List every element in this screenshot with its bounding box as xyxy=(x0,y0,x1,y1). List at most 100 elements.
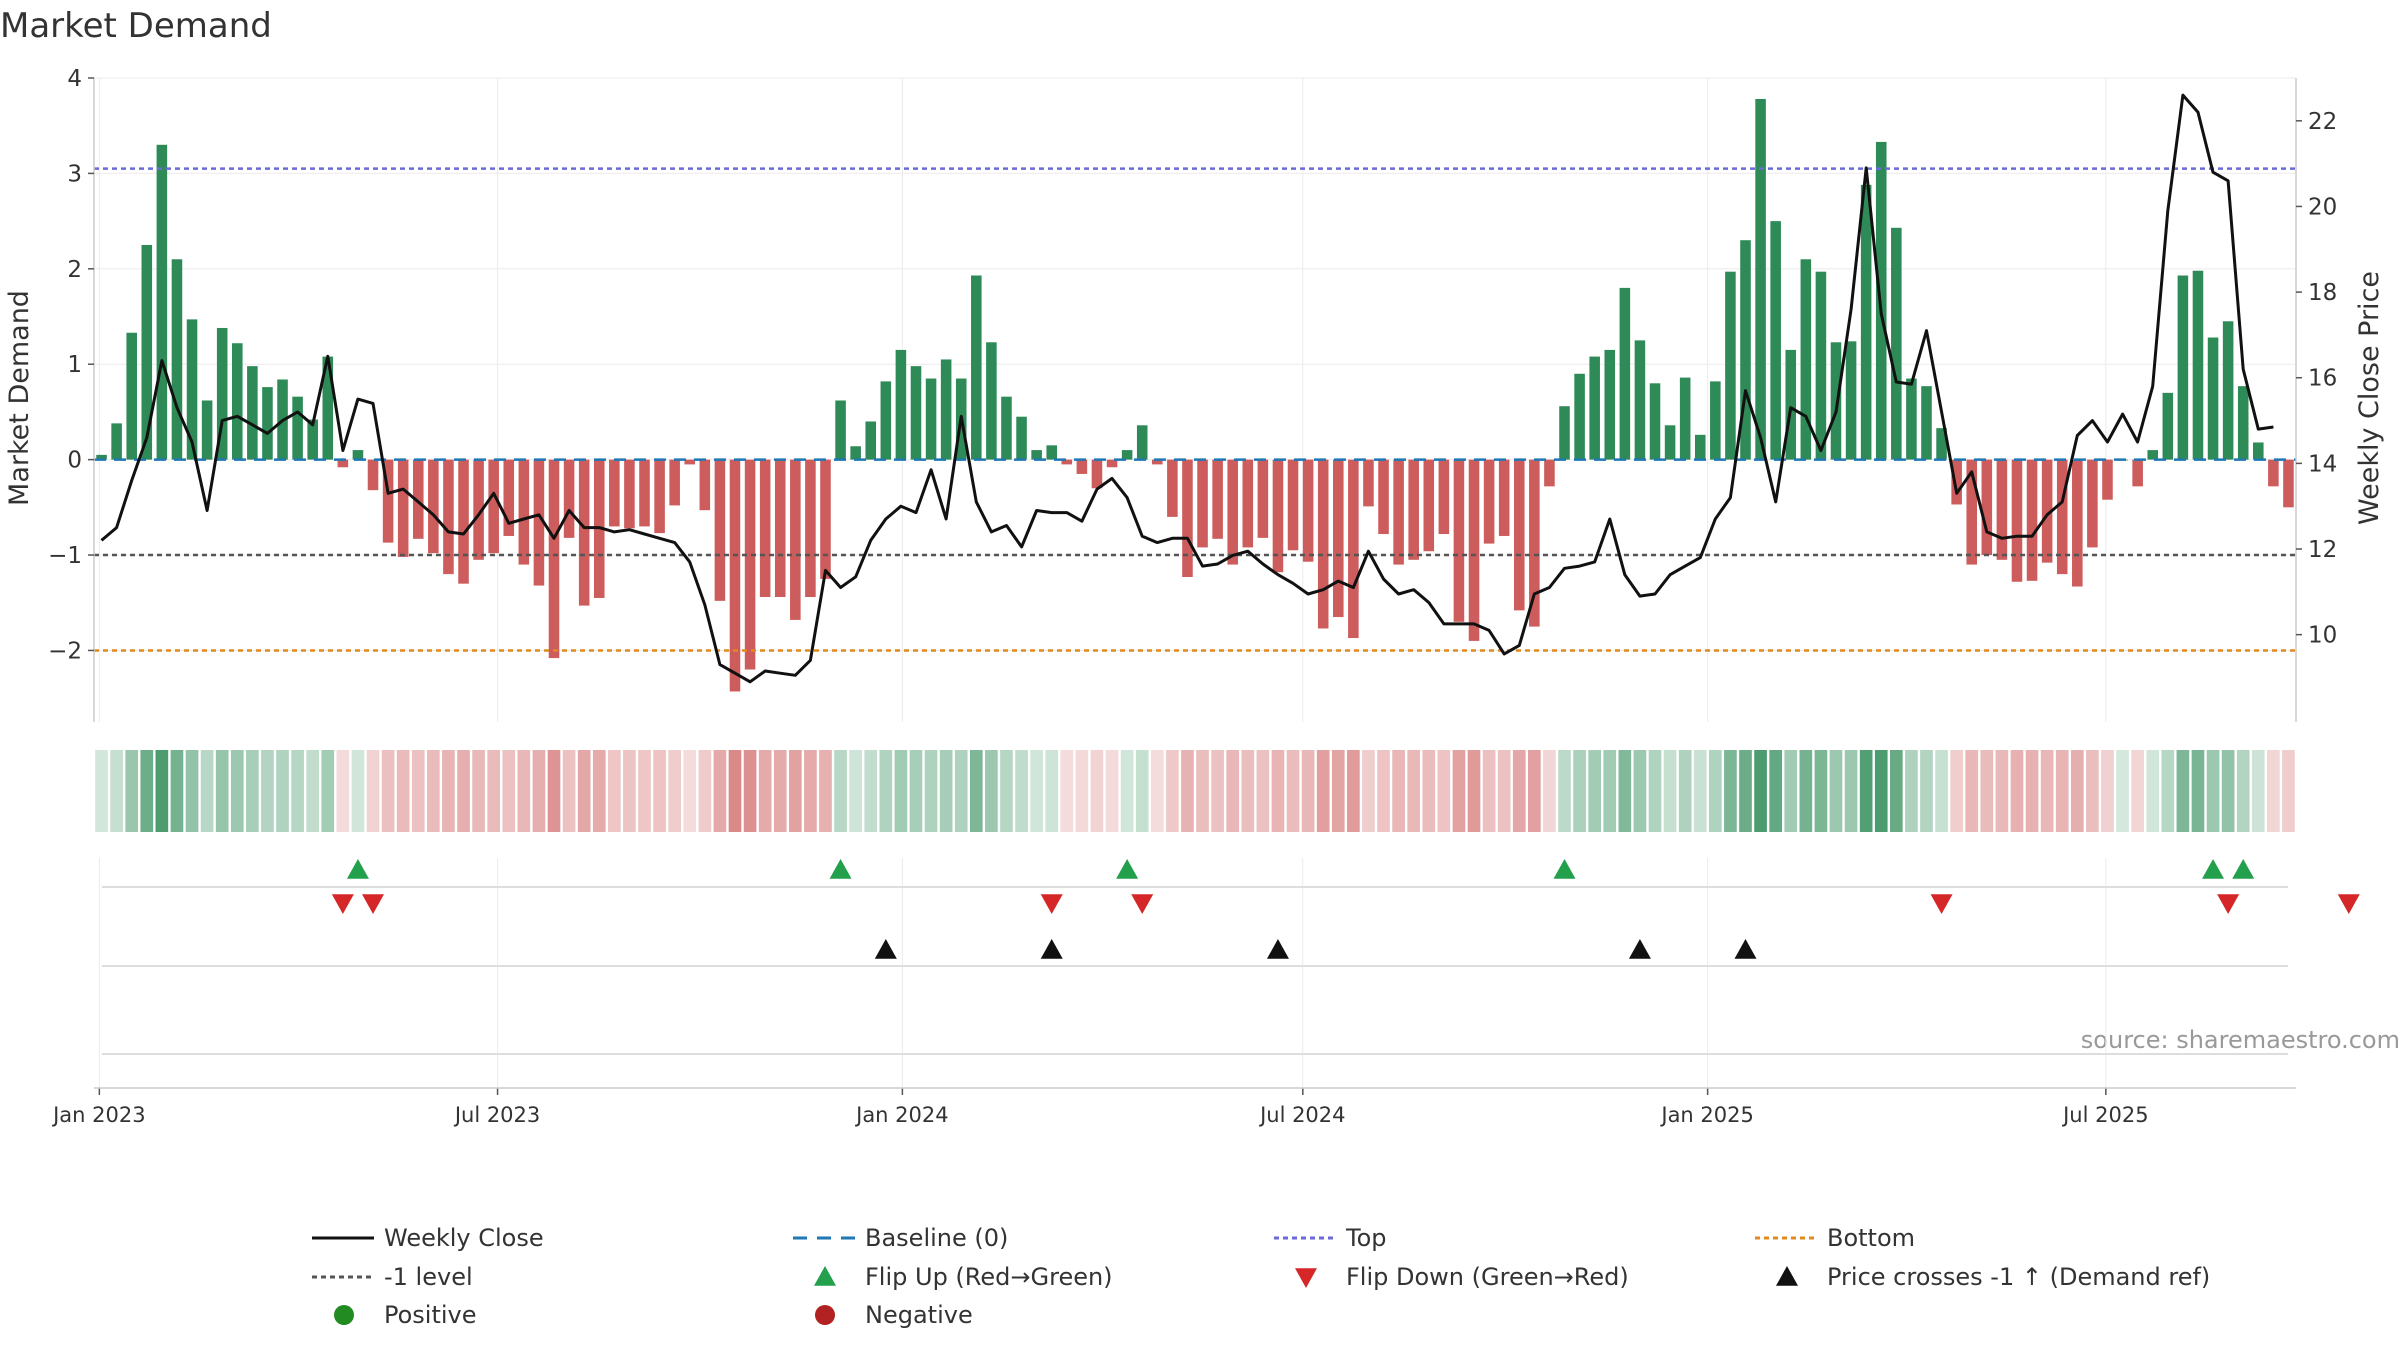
demand-bar-128 xyxy=(2026,459,2038,581)
price-cross-marker-0 xyxy=(874,939,897,959)
legend-key-tri-up-black xyxy=(1776,1266,1798,1286)
strip-cell-28 xyxy=(517,750,531,832)
demand-bar-112 xyxy=(1785,349,1797,460)
strip-cell-27 xyxy=(502,750,516,832)
legend-label-tri-up-green: Flip Up (Red→Green) xyxy=(865,1263,1113,1291)
demand-bar-84 xyxy=(1363,459,1374,507)
demand-bar-43 xyxy=(744,459,756,670)
demand-bar-81 xyxy=(1317,459,1329,629)
y2-tick-label-6: 22 xyxy=(2308,109,2337,135)
strip-cell-64 xyxy=(1060,750,1074,832)
demand-bar-13 xyxy=(292,396,303,460)
demand-bar-83 xyxy=(1348,459,1359,639)
demand-bar-65 xyxy=(1076,459,1088,474)
strip-cell-72 xyxy=(1181,750,1194,832)
demand-bar-63 xyxy=(1046,445,1057,460)
strip-cell-94 xyxy=(1512,750,1526,832)
demand-bar-119 xyxy=(1891,227,1902,460)
flip-down-marker-4 xyxy=(1930,894,1953,914)
strip-cell-53 xyxy=(894,750,908,832)
y2-tick-label-3: 16 xyxy=(2308,366,2337,392)
strip-cell-76 xyxy=(1241,750,1255,832)
demand-bar-40 xyxy=(699,459,711,511)
strip-cell-61 xyxy=(1015,750,1028,832)
demand-bar-137 xyxy=(2162,392,2174,460)
demand-bar-77 xyxy=(1257,459,1269,538)
strip-cell-88 xyxy=(1422,750,1436,832)
demand-bars xyxy=(96,98,2294,692)
strip-cell-130 xyxy=(2055,750,2069,832)
price-cross-marker-4 xyxy=(1734,939,1757,959)
y2-tick-label-2: 14 xyxy=(2308,451,2337,477)
demand-bar-50 xyxy=(850,446,861,460)
strip-cell-6 xyxy=(185,750,199,832)
flip-down-marker-2 xyxy=(1040,894,1063,914)
strip-cell-101 xyxy=(1618,750,1632,832)
demand-bar-125 xyxy=(1981,459,1993,556)
demand-bar-72 xyxy=(1182,459,1193,577)
strip-cell-2 xyxy=(125,750,139,832)
demand-bar-52 xyxy=(880,381,892,460)
demand-bar-75 xyxy=(1227,459,1238,565)
strip-cell-62 xyxy=(1030,750,1043,832)
price-series xyxy=(100,93,2274,684)
strip-cell-24 xyxy=(457,750,470,832)
strip-cell-139 xyxy=(2191,750,2205,832)
demand-bar-28 xyxy=(518,459,530,565)
demand-bar-109 xyxy=(1740,240,1751,460)
demand-bar-5 xyxy=(171,259,183,460)
strip-cell-14 xyxy=(306,750,320,832)
flip-up-marker-0 xyxy=(346,859,369,879)
demand-bar-26 xyxy=(488,459,499,554)
strip-cell-132 xyxy=(2086,750,2099,832)
demand-bar-133 xyxy=(2102,459,2113,500)
strip-cell-41 xyxy=(713,750,727,832)
demand-bar-22 xyxy=(428,459,439,554)
demand-bar-60 xyxy=(1001,396,1012,460)
demand-bar-120 xyxy=(1906,378,1917,460)
legend-label-line-black: Weekly Close xyxy=(384,1224,544,1252)
demand-bar-90 xyxy=(1453,459,1465,622)
strip-cell-114 xyxy=(1814,750,1828,832)
strip-cell-50 xyxy=(849,750,862,832)
demand-bar-88 xyxy=(1423,459,1435,552)
demand-bar-41 xyxy=(714,459,726,601)
strip-cell-116 xyxy=(1844,750,1858,832)
signal-markers xyxy=(94,859,2360,1089)
strip-cell-0 xyxy=(95,750,108,832)
demand-bar-106 xyxy=(1694,434,1706,460)
strip-cell-4 xyxy=(155,750,169,832)
demand-bar-114 xyxy=(1815,271,1827,460)
strip-cell-44 xyxy=(758,750,772,832)
demand-bar-48 xyxy=(820,459,831,579)
strip-cell-9 xyxy=(230,750,244,832)
demand-bar-126 xyxy=(1996,459,2008,560)
legend-label-dot-orange: Bottom xyxy=(1827,1224,1915,1252)
strip-cell-87 xyxy=(1407,750,1421,832)
strip-cell-140 xyxy=(2206,750,2220,832)
strip-cell-113 xyxy=(1799,750,1813,832)
strip-cell-136 xyxy=(2146,750,2160,832)
strip-cell-51 xyxy=(864,750,878,832)
demand-bar-142 xyxy=(2237,386,2249,460)
strip-cell-138 xyxy=(2176,750,2190,832)
legend-label-circle-green: Positive xyxy=(384,1301,477,1329)
demand-bar-67 xyxy=(1106,459,1118,468)
x-tick-label-3: Jul 2024 xyxy=(1258,1103,1345,1127)
strip-cell-83 xyxy=(1347,750,1360,832)
demand-bar-100 xyxy=(1604,349,1616,460)
demand-bar-51 xyxy=(865,421,877,460)
legend-label-dot-gray: -1 level xyxy=(384,1263,473,1291)
strip-cell-122 xyxy=(1935,750,1948,832)
strip-cell-74 xyxy=(1211,750,1224,832)
strip-cell-30 xyxy=(547,750,561,832)
flip-up-marker-5 xyxy=(2232,859,2255,879)
demand-bar-64 xyxy=(1061,459,1073,465)
strip-cell-26 xyxy=(487,750,501,832)
strip-cell-5 xyxy=(170,750,184,832)
demand-bar-89 xyxy=(1438,459,1450,535)
demand-bar-79 xyxy=(1287,459,1299,551)
flip-up-marker-4 xyxy=(2202,859,2225,879)
demand-bar-85 xyxy=(1378,459,1389,535)
strip-cell-127 xyxy=(2010,750,2024,832)
